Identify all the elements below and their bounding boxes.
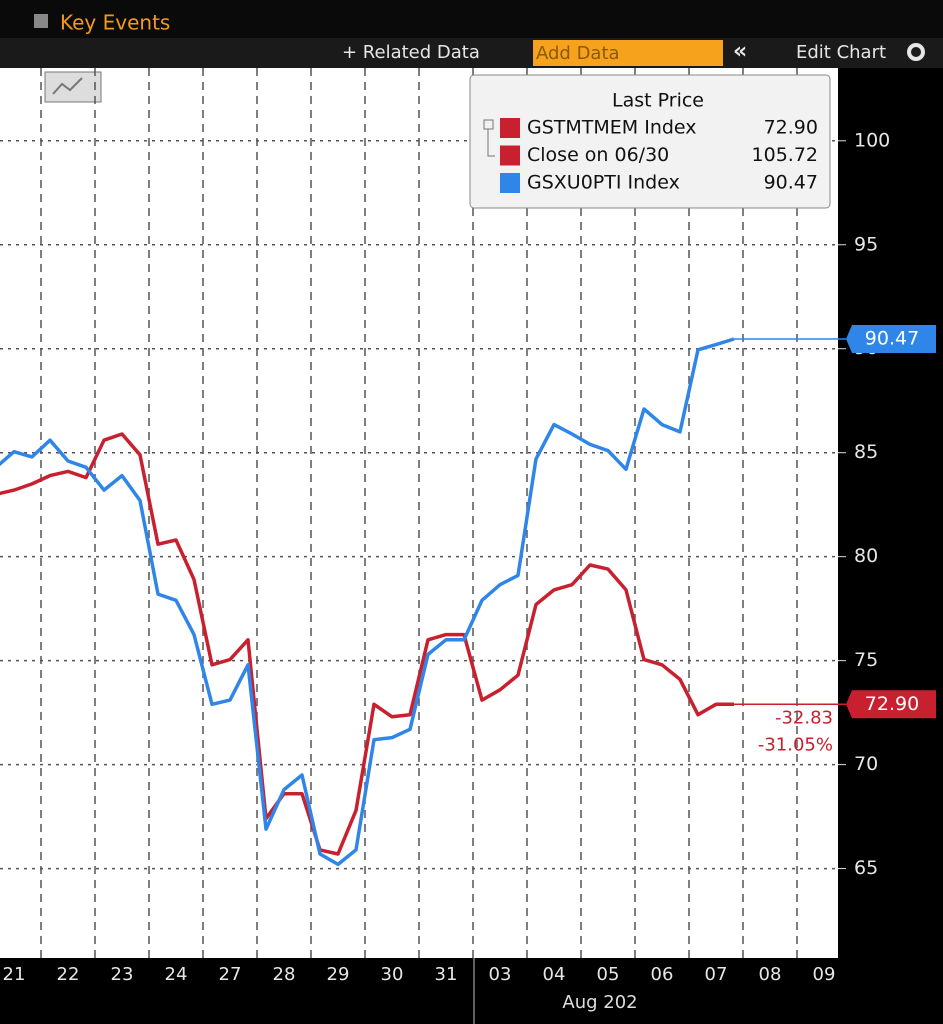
edit-chart-button[interactable]: Edit Chart bbox=[796, 42, 886, 63]
x-tick-label: 24 bbox=[165, 964, 188, 985]
x-tick-label: 30 bbox=[381, 964, 404, 985]
x-tick-label: 22 bbox=[57, 964, 80, 985]
legend-value: 90.47 bbox=[764, 172, 818, 194]
x-tick-label: 31 bbox=[435, 964, 458, 985]
x-tick-label: 06 bbox=[651, 964, 674, 985]
y-tick-label: 80 bbox=[854, 545, 878, 567]
legend-swatch bbox=[500, 118, 520, 138]
legend-value: 72.90 bbox=[764, 117, 818, 139]
legend-tree-branch bbox=[487, 129, 495, 157]
y-tick-label: 65 bbox=[854, 857, 878, 879]
x-tick-label: 28 bbox=[273, 964, 296, 985]
x-sublabel: Aug 202 bbox=[562, 992, 637, 1013]
x-tick-label: 05 bbox=[597, 964, 620, 985]
settings-button[interactable] bbox=[907, 43, 925, 61]
plot-area bbox=[0, 68, 838, 958]
related-data-button[interactable]: + Related Data bbox=[342, 42, 480, 63]
legend-label: GSTMTMEM Index bbox=[527, 117, 697, 139]
x-tick-label: 23 bbox=[111, 964, 134, 985]
collapse-button[interactable]: « bbox=[733, 39, 747, 64]
y-tick-label: 95 bbox=[854, 233, 878, 255]
title-bar bbox=[0, 0, 943, 38]
last-price-badge-label: 90.47 bbox=[865, 327, 919, 349]
toolbar bbox=[0, 38, 943, 68]
x-tick-label: 09 bbox=[813, 964, 836, 985]
y-tick-label: 100 bbox=[854, 129, 890, 151]
last-price-badge bbox=[846, 690, 936, 719]
legend-label: GSXU0PTI Index bbox=[527, 172, 680, 194]
legend-entries: GSTMTMEM Index 72.90 Close on 06/30 105.72 G… bbox=[483, 117, 818, 194]
x-tick-label: 04 bbox=[543, 964, 566, 985]
y-tick-label: 85 bbox=[854, 441, 878, 463]
x-tick-label: 21 bbox=[3, 964, 26, 985]
x-tick-label: 27 bbox=[219, 964, 242, 985]
add-data-field[interactable] bbox=[533, 40, 723, 66]
lines bbox=[0, 337, 735, 867]
legend bbox=[469, 74, 831, 209]
legend-swatch bbox=[500, 173, 520, 193]
series-line bbox=[0, 432, 734, 856]
legend-value: 105.72 bbox=[752, 144, 818, 166]
last-price-badge bbox=[846, 324, 936, 353]
x-tick-label: 08 bbox=[759, 964, 782, 985]
x-tick-label: 03 bbox=[489, 964, 512, 985]
last-price-badge-label: 72.90 bbox=[865, 693, 919, 715]
change-label: -32.83 bbox=[775, 707, 833, 728]
change-label: -31.05% bbox=[758, 734, 833, 755]
y-tick-label: 75 bbox=[854, 649, 878, 671]
chart-type-icon bbox=[52, 77, 83, 95]
series-line bbox=[0, 337, 735, 867]
legend-swatch bbox=[500, 145, 520, 166]
x-tick-label: 29 bbox=[327, 964, 350, 985]
y-tick-label: 70 bbox=[854, 753, 878, 775]
key-events-icon[interactable] bbox=[34, 14, 48, 28]
key-events-title[interactable]: Key Events bbox=[60, 11, 170, 35]
x-tick-label: 07 bbox=[705, 964, 728, 985]
legend-title: Last Price bbox=[612, 90, 704, 112]
add-data-placeholder[interactable]: Add Data bbox=[536, 43, 620, 64]
legend-label: Close on 06/30 bbox=[527, 144, 669, 166]
